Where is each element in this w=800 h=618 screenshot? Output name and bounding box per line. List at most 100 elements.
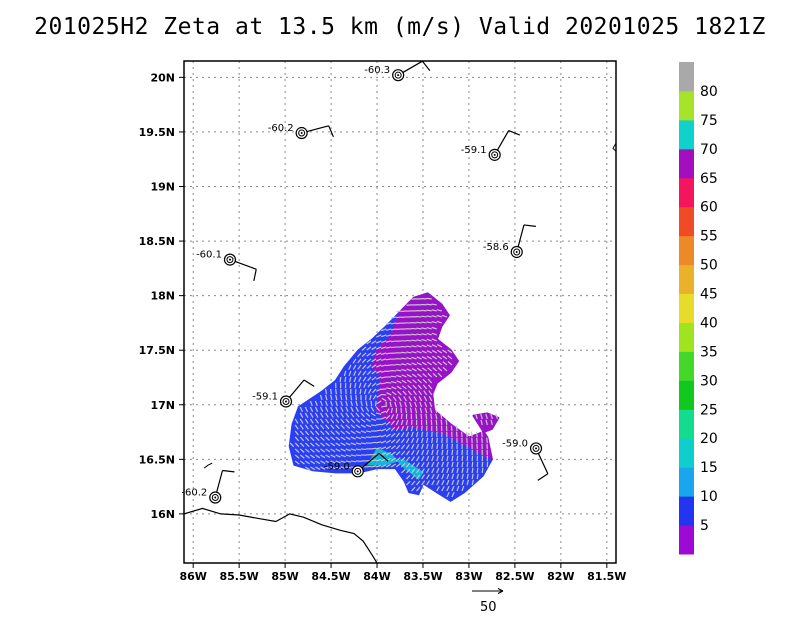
wind-vector bbox=[366, 370, 372, 376]
wind-vector bbox=[411, 333, 417, 336]
wind-vector bbox=[400, 432, 405, 438]
wind-vector bbox=[466, 473, 469, 480]
wind-vector bbox=[387, 396, 392, 402]
wind-vector bbox=[447, 355, 453, 360]
wind-vector bbox=[434, 407, 438, 414]
wind-vector bbox=[319, 412, 324, 418]
wind-vector bbox=[340, 454, 346, 458]
station-circle-inner bbox=[354, 467, 362, 475]
wind-vector bbox=[411, 462, 416, 468]
wind-vector bbox=[304, 406, 309, 412]
wind-vector bbox=[419, 401, 423, 408]
wind-vector bbox=[330, 400, 333, 407]
wind-vector bbox=[320, 454, 326, 459]
colorbar-segment bbox=[679, 264, 694, 295]
wind-vector bbox=[376, 358, 382, 362]
wind-vector bbox=[395, 413, 399, 420]
wind-barb-flag bbox=[303, 379, 315, 387]
wind-vector bbox=[440, 413, 443, 420]
wind-vector bbox=[442, 366, 448, 372]
wind-vector bbox=[446, 443, 449, 450]
wind-vector bbox=[319, 394, 323, 401]
wind-vector bbox=[340, 406, 344, 412]
wind-vector bbox=[405, 456, 411, 462]
colorbar-segment bbox=[679, 525, 694, 555]
wind-vector bbox=[366, 352, 372, 357]
wind-vector bbox=[309, 400, 313, 407]
lat-tick-label: 17.5N bbox=[139, 344, 175, 357]
wind-vector bbox=[431, 461, 435, 468]
wind-vector bbox=[294, 442, 300, 448]
wind-vector bbox=[350, 454, 357, 457]
wind-vector bbox=[430, 413, 433, 420]
station-dot bbox=[300, 132, 303, 135]
wind-vector bbox=[437, 367, 443, 372]
wind-vector bbox=[365, 418, 371, 423]
wind-vector bbox=[367, 382, 372, 388]
wind-vector bbox=[415, 425, 418, 432]
colorbar-label: 5 bbox=[700, 518, 709, 534]
wind-vector bbox=[415, 443, 420, 450]
wind-vector bbox=[380, 416, 387, 420]
wind-vector bbox=[352, 364, 357, 370]
wind-vector bbox=[365, 412, 371, 417]
wind-vector bbox=[427, 373, 433, 378]
wind-vector bbox=[395, 450, 401, 456]
wind-barb-staff bbox=[216, 470, 224, 493]
wind-vector bbox=[324, 394, 328, 401]
wind-vector bbox=[381, 334, 387, 338]
wind-vector bbox=[412, 379, 417, 384]
wind-vector bbox=[436, 461, 440, 468]
wind-vector bbox=[416, 321, 422, 324]
wind-vector bbox=[447, 361, 453, 366]
wind-vector bbox=[349, 382, 352, 389]
wind-vector bbox=[350, 412, 355, 418]
wind-vector bbox=[357, 370, 362, 376]
wind-vector bbox=[436, 467, 440, 474]
lon-tick-label: 86W bbox=[179, 570, 206, 583]
coastline-island bbox=[612, 142, 616, 153]
lon-tick-label: 83.5W bbox=[403, 570, 442, 583]
station-value-label: -59.1 bbox=[252, 391, 278, 402]
wind-vector bbox=[380, 376, 387, 379]
reference-arrow-head bbox=[497, 588, 504, 594]
lon-tick-label: 85.5W bbox=[220, 570, 259, 583]
dropsonde-station: -58.6 bbox=[483, 224, 536, 259]
wind-vector bbox=[348, 364, 352, 370]
wind-vector bbox=[446, 492, 450, 498]
wind-vector bbox=[421, 315, 427, 318]
wind-vector bbox=[380, 382, 387, 385]
wind-vector bbox=[315, 442, 320, 447]
wind-vector bbox=[386, 358, 392, 361]
colorbar-label: 60 bbox=[700, 200, 718, 216]
wind-vector bbox=[441, 443, 444, 450]
dropsonde-station: -59.1 bbox=[461, 130, 521, 161]
wind-vector bbox=[365, 436, 372, 439]
wind-vector bbox=[461, 467, 464, 474]
lat-tick-label: 19.5N bbox=[139, 126, 175, 139]
wind-vector bbox=[324, 388, 328, 395]
wind-vector bbox=[314, 400, 318, 407]
wind-vector bbox=[335, 448, 341, 452]
wind-vector bbox=[386, 392, 392, 396]
wind-vector bbox=[375, 447, 382, 450]
vorticity-field bbox=[288, 292, 500, 502]
colorbar-segment bbox=[679, 467, 694, 497]
wind-vector bbox=[299, 406, 304, 412]
wind-vector bbox=[299, 454, 305, 459]
wind-vector bbox=[461, 461, 464, 468]
wind-vector bbox=[426, 303, 432, 306]
wind-barb-staff bbox=[537, 453, 549, 475]
wind-vector bbox=[405, 462, 411, 468]
wind-vector bbox=[441, 473, 445, 480]
wind-vector bbox=[405, 407, 408, 414]
wind-vector bbox=[435, 419, 438, 426]
wind-vector bbox=[411, 350, 417, 354]
wind-vector bbox=[485, 413, 488, 420]
wind-barb-staff bbox=[234, 260, 257, 270]
wind-vector bbox=[330, 448, 336, 453]
wind-vector bbox=[350, 460, 357, 463]
wind-vector bbox=[340, 448, 346, 452]
dropsonde-markers: -60.3 -60.2 -59.1 -58.6 -60.1 -59.1 -59.0 -59.0… bbox=[181, 60, 549, 504]
wind-vector bbox=[417, 384, 423, 390]
